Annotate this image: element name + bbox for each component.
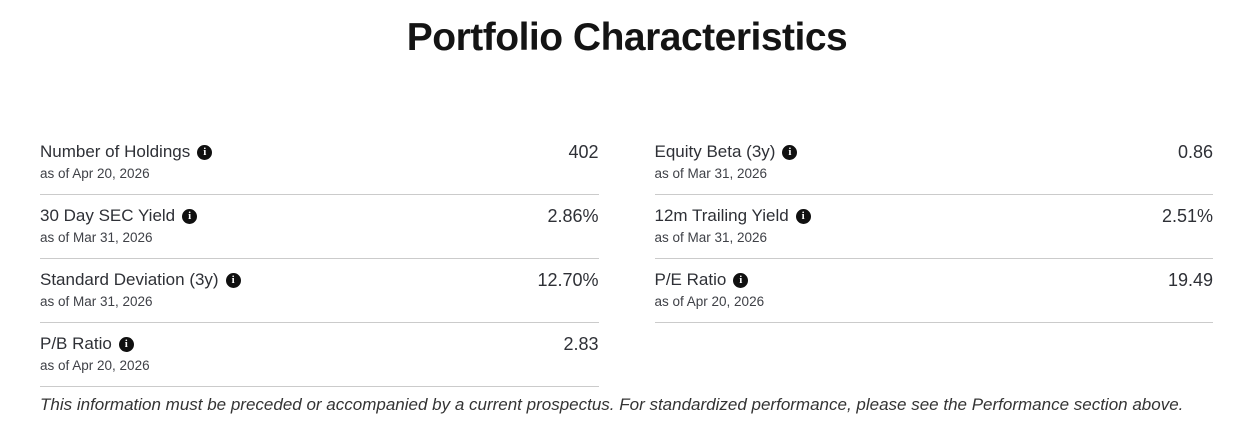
page-title: Portfolio Characteristics	[406, 16, 848, 59]
metric-label: Equity Beta (3y)	[654, 142, 776, 161]
metric-label: 30 Day SEC Yield	[40, 206, 176, 225]
row-head: 12m Trailing Yield i 2.51%	[655, 205, 1214, 227]
characteristics-column-right: Equity Beta (3y) i 0.86 as of Mar 31, 20…	[654, 131, 1214, 387]
characteristic-row-pb-ratio: P/B Ratio i 2.83 as of Apr 20, 2026	[40, 323, 599, 387]
info-icon[interactable]: i	[782, 144, 798, 160]
metric-label-wrap: 12m Trailing Yield i	[655, 205, 811, 227]
metric-value: 402	[568, 142, 599, 162]
metric-label-wrap: P/E Ratio i	[655, 269, 749, 291]
metric-value: 2.83	[563, 334, 599, 354]
row-head: P/B Ratio i 2.83	[40, 333, 599, 355]
metric-as-of-date: as of Mar 31, 2026	[40, 230, 153, 245]
metric-label: Number of Holdings	[40, 142, 191, 161]
characteristic-row-number-of-holdings: Number of Holdings i 402 as of Apr 20, 2…	[40, 131, 599, 195]
info-icon[interactable]: i	[118, 336, 134, 352]
metric-label-wrap: Standard Deviation (3y) i	[40, 269, 241, 291]
characteristic-row-12m-trailing-yield: 12m Trailing Yield i 2.51% as of Mar 31,…	[654, 195, 1214, 259]
row-head: Equity Beta (3y) i 0.86	[655, 141, 1214, 163]
info-icon[interactable]: i	[795, 208, 811, 224]
metric-as-of-date: as of Apr 20, 2026	[654, 294, 765, 309]
metric-label-wrap: 30 Day SEC Yield i	[40, 205, 198, 227]
characteristics-column-left: Number of Holdings i 402 as of Apr 20, 2…	[40, 131, 599, 387]
characteristic-row-equity-beta: Equity Beta (3y) i 0.86 as of Mar 31, 20…	[654, 131, 1214, 195]
metric-value: 2.86%	[547, 206, 599, 226]
metric-as-of-date: as of Mar 31, 2026	[40, 294, 153, 309]
metric-as-of-date: as of Mar 31, 2026	[654, 230, 768, 245]
row-head: Standard Deviation (3y) i 12.70%	[40, 269, 599, 291]
info-icon[interactable]: i	[733, 272, 749, 288]
metric-value: 19.49	[1167, 270, 1213, 290]
characteristic-row-standard-deviation: Standard Deviation (3y) i 12.70% as of M…	[40, 259, 599, 323]
metric-label: P/E Ratio	[654, 270, 727, 289]
metric-label-wrap: Number of Holdings i	[40, 141, 213, 163]
characteristic-row-30-day-sec-yield: 30 Day SEC Yield i 2.86% as of Mar 31, 2…	[40, 195, 599, 259]
metric-as-of-date: as of Apr 20, 2026	[40, 166, 150, 181]
row-head: P/E Ratio i 19.49	[655, 269, 1214, 291]
metric-as-of-date: as of Apr 20, 2026	[40, 358, 150, 373]
metric-label-wrap: P/B Ratio i	[40, 333, 134, 355]
info-icon[interactable]: i	[197, 144, 213, 160]
info-icon[interactable]: i	[225, 272, 241, 288]
row-head: Number of Holdings i 402	[40, 141, 599, 163]
metric-value: 0.86	[1177, 142, 1213, 162]
metric-value: 2.51%	[1161, 206, 1213, 226]
metric-label: 12m Trailing Yield	[654, 206, 789, 225]
prospectus-disclaimer: This information must be preceded or acc…	[40, 395, 1184, 414]
metric-label: Standard Deviation (3y)	[40, 270, 219, 289]
characteristic-row-pe-ratio: P/E Ratio i 19.49 as of Apr 20, 2026	[654, 259, 1214, 323]
characteristics-grid: Number of Holdings i 402 as of Apr 20, 2…	[40, 131, 1213, 387]
metric-label-wrap: Equity Beta (3y) i	[655, 141, 798, 163]
metric-value: 12.70%	[537, 270, 599, 290]
metric-as-of-date: as of Mar 31, 2026	[654, 166, 768, 181]
metric-label: P/B Ratio	[40, 334, 112, 353]
info-icon[interactable]: i	[182, 208, 198, 224]
row-head: 30 Day SEC Yield i 2.86%	[40, 205, 599, 227]
